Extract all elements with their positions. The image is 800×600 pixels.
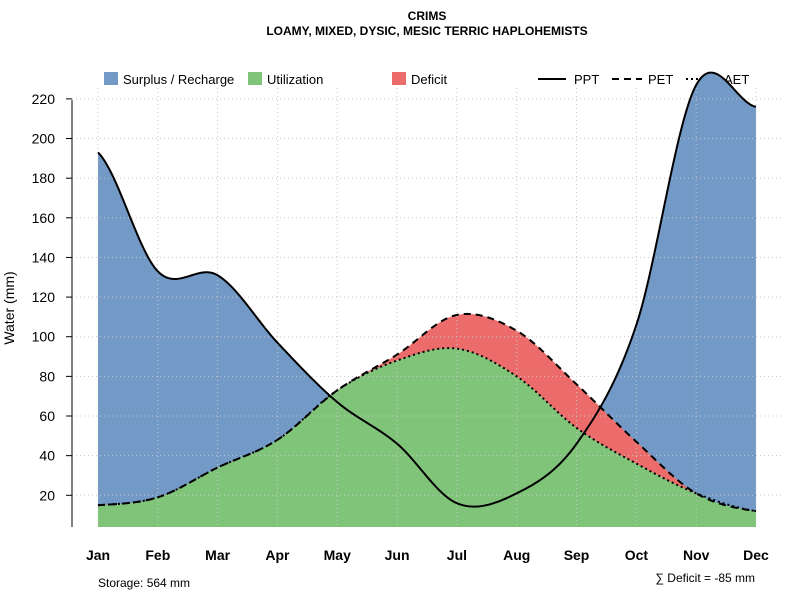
series-line-aet	[97, 347, 757, 513]
y-tick-label: 220	[32, 91, 56, 107]
series-line-ppt	[97, 71, 757, 508]
x-tick-label-apr: Apr	[265, 547, 290, 563]
x-tick-label-may: May	[324, 547, 351, 563]
y-tick-label: 100	[32, 329, 56, 345]
axes: 20 40 60 80 100 120 140 160 180 200 220 Jan Feb Mar Ap…	[32, 91, 769, 563]
x-tick-label-aug: Aug	[503, 547, 530, 563]
deficit-note: ∑ Deficit = -85 mm	[655, 571, 755, 585]
y-tick-label: 140	[32, 249, 56, 265]
x-tick-label-nov: Nov	[683, 547, 710, 563]
y-tick-label: 200	[32, 131, 56, 147]
y-tick-label: 160	[32, 210, 56, 226]
y-tick-label: 20	[39, 487, 55, 503]
x-tick-label-jul: Jul	[447, 547, 467, 563]
x-tick-label-sep: Sep	[564, 547, 590, 563]
y-tick-label: 80	[39, 368, 55, 384]
surplus-overlay-area	[600, 72, 756, 512]
utilization-area	[98, 348, 756, 527]
legend: Surplus / Recharge Utilization Deficit P…	[104, 72, 749, 87]
legend-label-aet: AET	[724, 72, 749, 87]
legend-swatch-utilization	[248, 72, 262, 85]
y-tick-label: 60	[39, 408, 55, 424]
legend-label-utilization: Utilization	[267, 72, 323, 87]
y-tick-label: 40	[39, 448, 55, 464]
legend-swatch-surplus	[104, 72, 118, 85]
y-tick-label: 120	[32, 289, 56, 305]
legend-swatch-deficit	[392, 72, 406, 85]
legend-label-ppt: PPT	[574, 72, 599, 87]
area-fills	[98, 72, 756, 527]
chart-subtitle: LOAMY, MIXED, DYSIC, MESIC TERRIC HAPLOH…	[266, 24, 587, 38]
x-tick-label-oct: Oct	[625, 547, 649, 563]
legend-label-surplus: Surplus / Recharge	[123, 72, 234, 87]
x-tick-label-mar: Mar	[205, 547, 230, 563]
storage-note: Storage: 564 mm	[98, 576, 190, 590]
x-tick-label-jun: Jun	[385, 547, 410, 563]
series-lines	[97, 71, 757, 513]
x-tick-label-jan: Jan	[86, 547, 110, 563]
y-tick-label: 180	[32, 170, 56, 186]
x-tick-label-dec: Dec	[743, 547, 769, 563]
surplus-overlay-area	[98, 152, 330, 506]
x-tick-label-feb: Feb	[145, 547, 170, 563]
y-axis-label: Water (mm)	[1, 271, 17, 344]
legend-label-deficit: Deficit	[411, 72, 448, 87]
chart-title: CRIMS	[408, 9, 447, 23]
series-line-pet	[97, 312, 757, 513]
legend-label-pet: PET	[648, 72, 673, 87]
